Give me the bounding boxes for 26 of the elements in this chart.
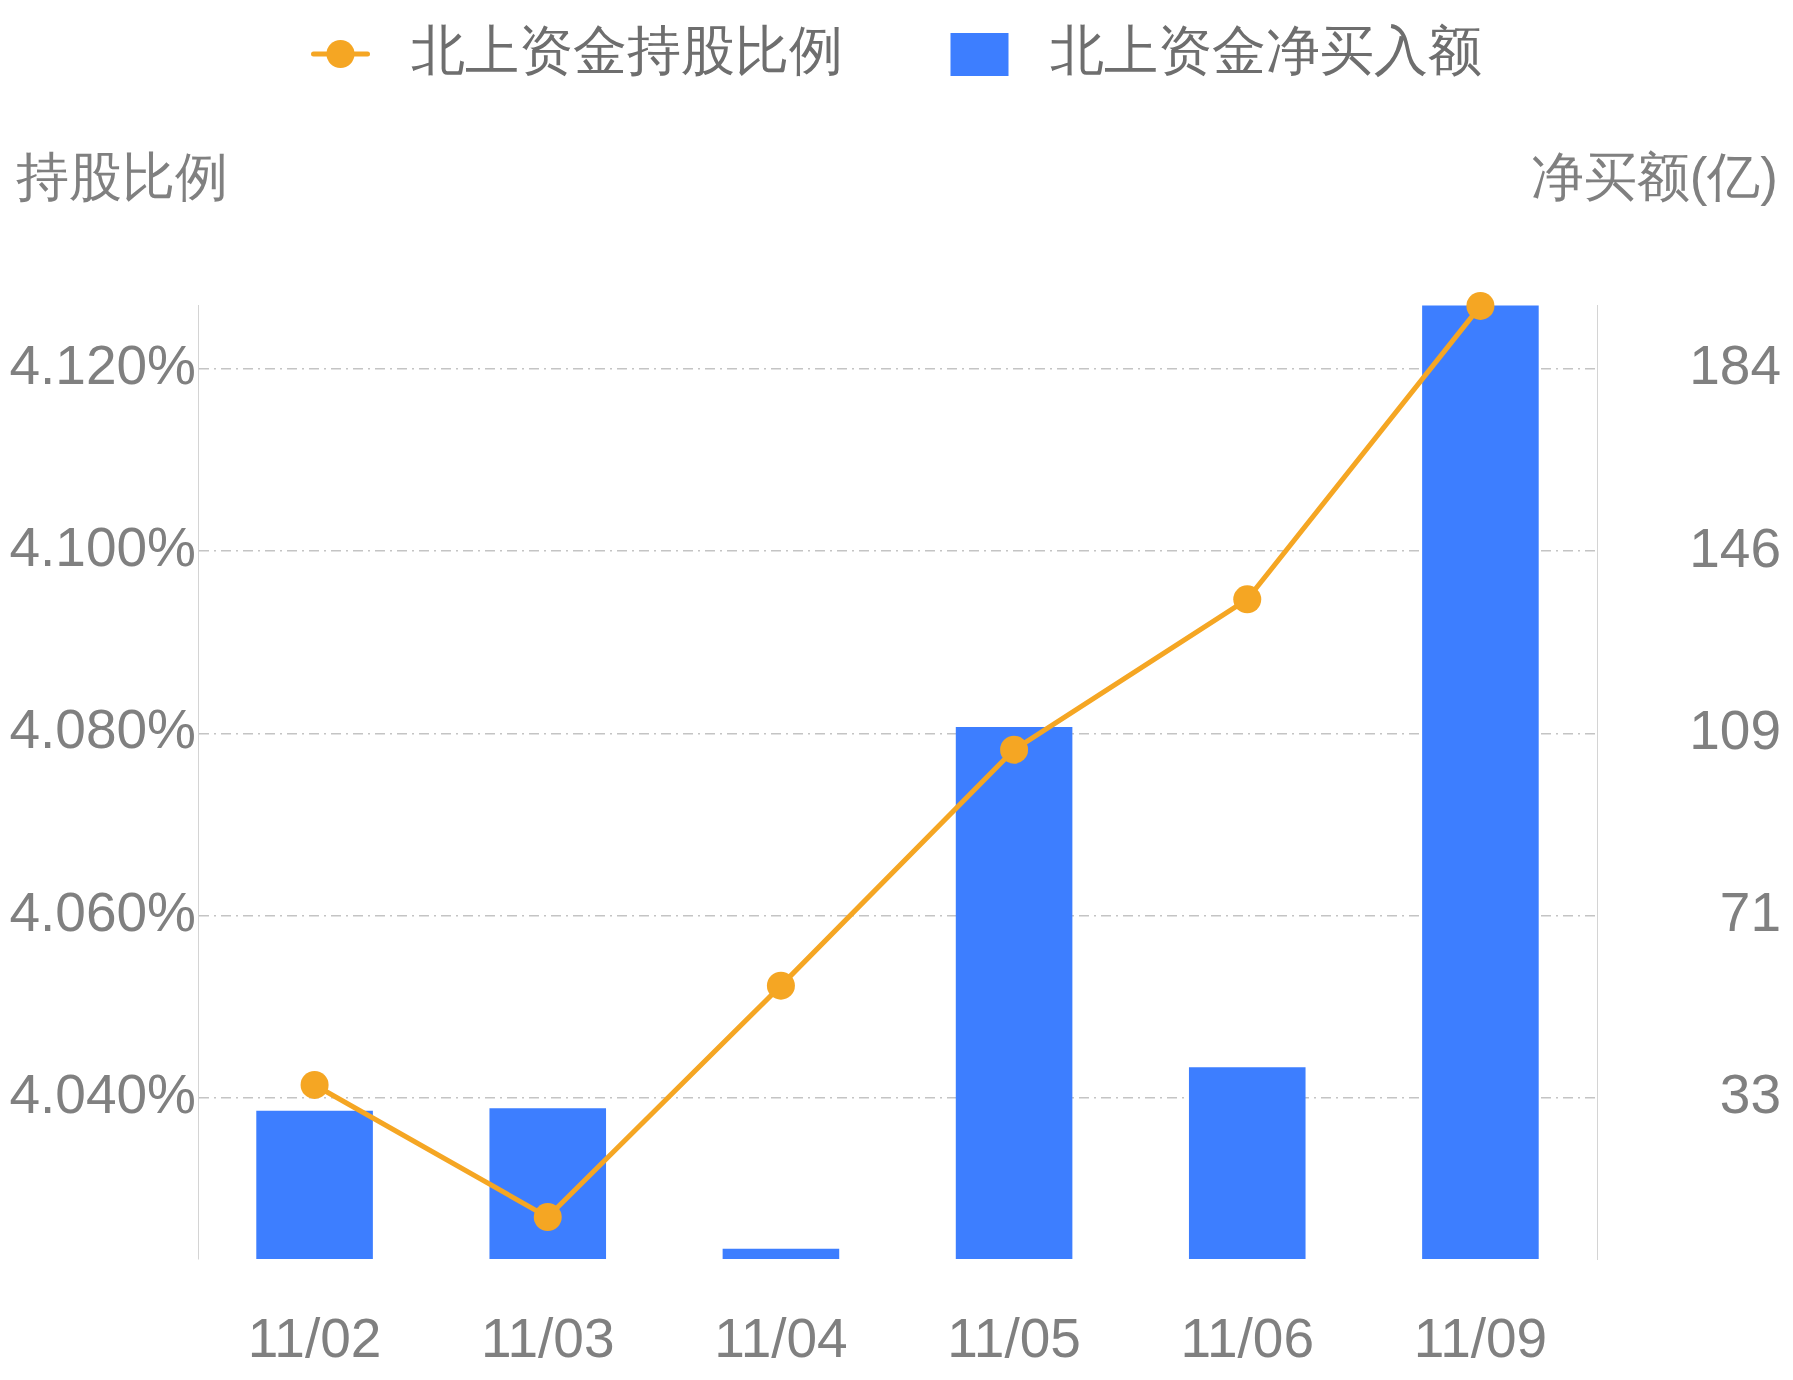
y-tick-label: 4.040%: [9, 1062, 196, 1125]
bar: [1188, 1067, 1306, 1259]
x-tick-label: 11/05: [947, 1307, 1081, 1370]
y-tick-label: 4.060%: [9, 880, 196, 943]
y2-tick-label: 184: [1689, 334, 1781, 397]
x-tick-label: 11/03: [480, 1307, 615, 1370]
x-tick-label: 11/02: [247, 1307, 382, 1370]
y2-tick-label: 146: [1689, 516, 1781, 579]
y2-axis-title: 净买额(亿): [1530, 146, 1778, 206]
bar: [1422, 305, 1539, 1259]
y-axis-title: 持股比例: [16, 146, 228, 206]
y-tick-label: 4.080%: [9, 698, 196, 761]
bar: [489, 1108, 607, 1259]
bar: [722, 1248, 840, 1259]
y-tick-label: 4.100%: [9, 516, 196, 579]
bar: [955, 726, 1073, 1259]
y2-tick-label: 109: [1689, 698, 1781, 761]
x-tick-label: 11/04: [714, 1307, 848, 1370]
legend-label: 北上资金持股比例: [410, 19, 843, 80]
y-tick-label: 4.120%: [9, 333, 196, 396]
y2-tick-label: 71: [1719, 881, 1781, 944]
bar: [256, 1110, 373, 1259]
y2-tick-label: 33: [1719, 1063, 1781, 1126]
legend-label: 北上资金净买入额: [1049, 19, 1482, 80]
x-tick-label: 11/06: [1180, 1307, 1315, 1370]
x-tick-label: 11/09: [1413, 1307, 1548, 1370]
